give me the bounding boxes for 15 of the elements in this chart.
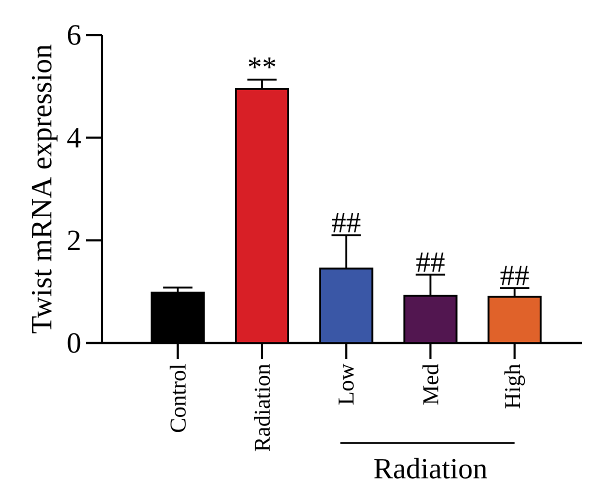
x-tick-label: Control <box>170 364 186 432</box>
x-tick-label: Low <box>338 364 354 405</box>
annotation: ## <box>332 213 360 232</box>
annotation: ** <box>248 58 276 68</box>
y-axis-title: Twist mRNA expression <box>32 44 58 334</box>
x-tick-label: Med <box>422 364 438 405</box>
text: Radiation <box>374 458 488 479</box>
y-tick-label: 4 <box>67 128 81 148</box>
annotation: ## <box>416 252 445 272</box>
y-tick-label: 2 <box>68 230 80 250</box>
y-tick-label: 6 <box>68 25 80 45</box>
annotation: ## <box>500 266 529 286</box>
x-tick-label: Radiation <box>254 364 270 452</box>
x-tick-label: High <box>504 364 525 408</box>
y-tick-label: 0 <box>68 333 80 353</box>
